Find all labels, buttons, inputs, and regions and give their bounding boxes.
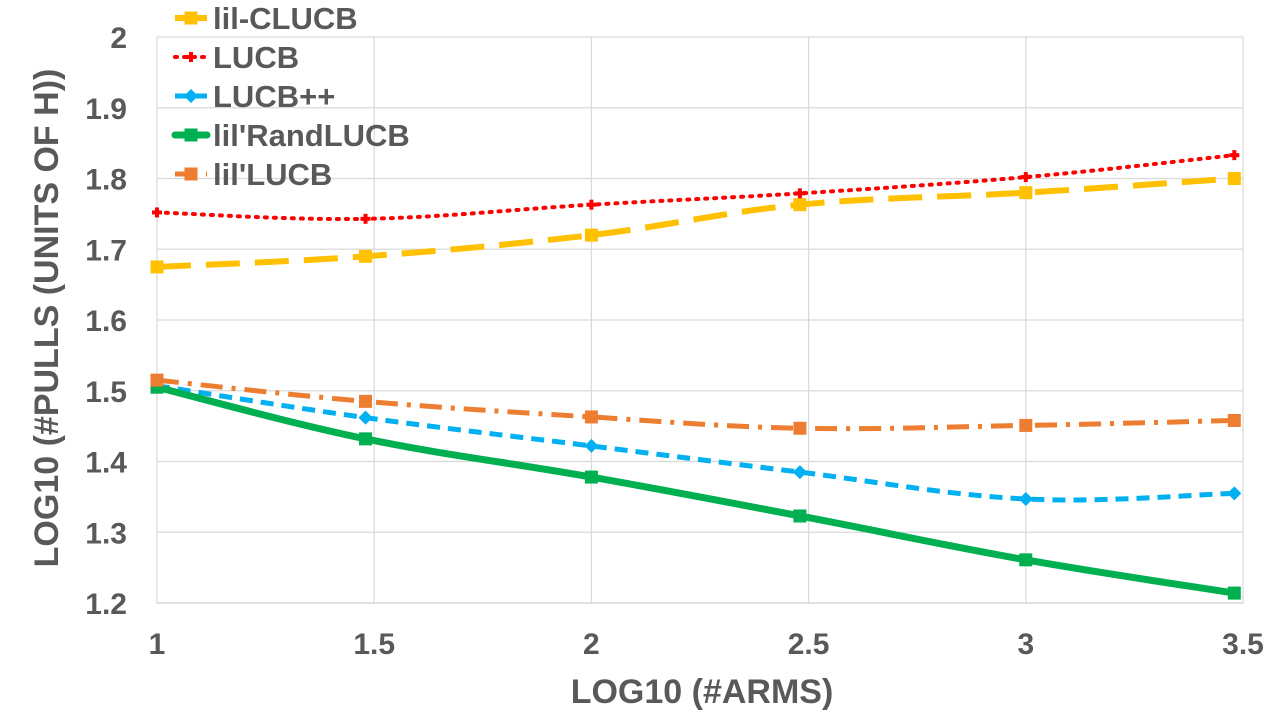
y-tick-label: 1.5 — [85, 376, 127, 409]
legend-marker — [184, 89, 198, 103]
data-point-marker — [584, 228, 598, 242]
legend-marker — [189, 52, 193, 62]
y-axis-ticks: 1.2 1.3 1.4 1.5 1.6 1.7 1.8 1.9 2 — [85, 22, 127, 621]
y-tick-label: 2 — [110, 22, 127, 55]
data-point-marker — [1227, 486, 1242, 501]
data-point-marker — [792, 465, 807, 480]
legend-marker — [184, 11, 198, 25]
legend-item: LUCB++ — [175, 79, 335, 114]
x-tick-label: 1 — [149, 628, 166, 661]
series-line — [156, 175, 1235, 270]
data-point-marker — [584, 410, 598, 424]
y-tick-label: 1.7 — [85, 234, 127, 267]
x-tick-label: 3 — [1017, 628, 1034, 661]
data-point-marker — [793, 509, 807, 523]
data-point-marker — [1227, 413, 1241, 427]
legend-marker — [184, 128, 198, 142]
data-point-marker — [150, 260, 164, 274]
data-point-marker — [793, 421, 807, 435]
legend-label: LUCB++ — [213, 79, 335, 114]
data-point-marker — [1227, 586, 1241, 600]
x-axis-title: LOG10 (#ARMS) — [571, 673, 834, 711]
legend-label: LUCB — [213, 40, 299, 75]
legend-label: lil-CLUCB — [213, 1, 358, 36]
legend-item: lil-CLUCB — [175, 1, 358, 36]
legend-marker — [184, 167, 198, 181]
data-point-marker — [358, 410, 373, 425]
y-tick-label: 1.6 — [85, 305, 127, 338]
x-tick-label: 1.5 — [353, 628, 395, 661]
y-tick-label: 1.9 — [85, 93, 127, 126]
data-point-marker — [359, 394, 373, 408]
data-point-marker — [797, 188, 802, 199]
data-point-marker — [359, 432, 373, 446]
series-group — [153, 153, 1238, 597]
data-point-marker — [1227, 172, 1241, 185]
data-point-marker — [1019, 186, 1033, 200]
legend-label: lil'RandLUCB — [213, 118, 410, 153]
y-tick-label: 1.4 — [85, 447, 127, 480]
y-axis-title: LOG10 (#PULLS (UNITS OF H)) — [28, 69, 66, 568]
legend: lil-CLUCB LUCB LUCB++ lil'RandLUCB lil'LUCB — [171, 1, 410, 192]
legend-item: lil'LUCB — [175, 157, 332, 192]
legend-label: lil'LUCB — [213, 157, 332, 192]
data-point-marker — [1232, 150, 1237, 161]
data-point-marker — [359, 249, 373, 263]
data-point-marker — [363, 213, 368, 224]
data-point-marker — [584, 438, 599, 453]
x-axis-ticks: 1 1.5 2 2.5 3 3.5 — [149, 628, 1264, 661]
series-line — [153, 383, 1238, 597]
data-point-marker — [150, 373, 164, 387]
data-point-marker — [1023, 172, 1028, 183]
data-point-marker — [793, 198, 807, 212]
data-point-marker — [1018, 491, 1033, 506]
y-tick-label: 1.3 — [85, 517, 127, 550]
data-point-marker — [584, 470, 598, 484]
data-point-marker — [1019, 418, 1033, 432]
x-tick-label: 3.5 — [1222, 628, 1264, 661]
data-point-marker — [1019, 553, 1033, 567]
x-tick-label: 2 — [583, 628, 600, 661]
series-line — [156, 377, 1235, 432]
markers-group — [150, 150, 1242, 600]
data-point-marker — [589, 199, 594, 210]
y-tick-label: 1.2 — [85, 588, 127, 621]
y-tick-label: 1.8 — [85, 164, 127, 197]
legend-item: lil'RandLUCB — [171, 118, 410, 153]
x-tick-label: 2.5 — [788, 628, 830, 661]
legend-item: LUCB — [173, 40, 299, 75]
series-line — [155, 153, 1237, 222]
data-point-marker — [155, 207, 159, 218]
